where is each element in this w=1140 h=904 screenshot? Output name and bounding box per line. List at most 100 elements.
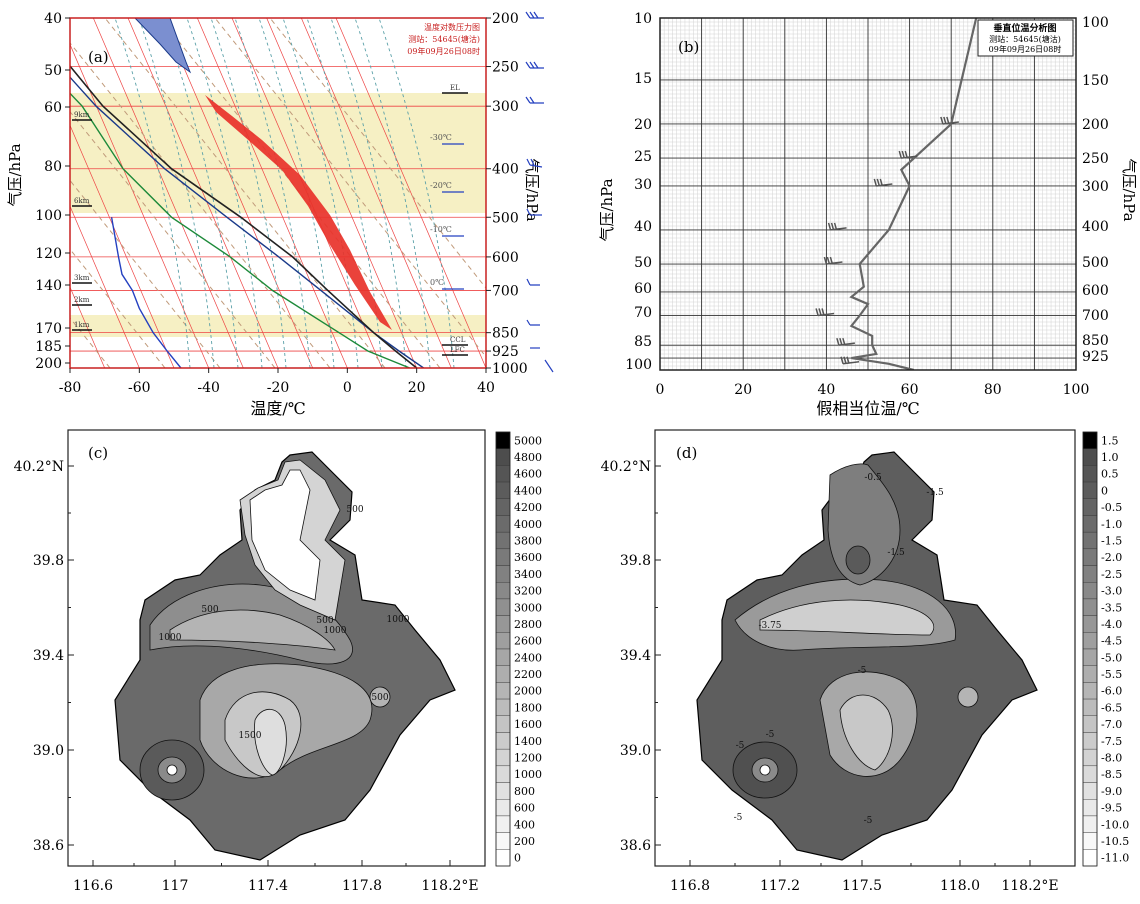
panel-b-theta-se: 0 20 40 60 80 100 10 15 20 25 30 40 50 60 70 85 100 100 15… — [598, 11, 1138, 418]
panel-b-wind-barb — [823, 256, 843, 265]
panel-a-level-mark-label: LFC — [450, 346, 465, 354]
panel-b-ytick-left-label: 50 — [634, 255, 652, 271]
panel-a-cape-area — [205, 95, 392, 330]
colorbar-label: -7.5 — [1101, 735, 1122, 748]
panel-b-ytick-right-label: 400 — [1082, 219, 1109, 235]
colorbar-swatch — [495, 465, 511, 483]
colorbar-swatch — [495, 548, 511, 566]
colorbar-label: 2600 — [514, 635, 542, 648]
panel-a-ytick-right-label: 300 — [492, 99, 519, 115]
panel-c-contour-label: 500 — [371, 693, 388, 703]
panel-a-isotherm — [335, 18, 486, 368]
colorbar-label: -2.0 — [1101, 551, 1122, 564]
panel-b-ytick-left-label: 15 — [634, 71, 652, 87]
panel-b-ytick-left-label: 10 — [634, 11, 652, 27]
panel-a-isotherm — [0, 18, 1, 368]
colorbar-label: 3800 — [514, 535, 542, 548]
panel-a-isotherm — [70, 124, 175, 368]
colorbar-label: -6.0 — [1101, 685, 1122, 698]
colorbar-swatch — [495, 815, 511, 833]
colorbar-swatch — [1082, 782, 1098, 800]
panel-a-ytick-right-label: 1000 — [492, 361, 528, 377]
panel-b-ytick-left-label: 60 — [634, 281, 652, 297]
colorbar-swatch — [1082, 582, 1098, 600]
colorbar-swatch — [1082, 598, 1098, 616]
panel-c-contour-label: 500 — [346, 505, 363, 515]
colorbar-swatch — [495, 648, 511, 666]
panel-b-wind-barb — [827, 222, 847, 231]
panel-d-contour-label: -1.5 — [887, 548, 905, 558]
colorbar-swatch — [1082, 765, 1098, 783]
panel-a-height-mark-label: 3km — [74, 274, 90, 282]
panel-b-ytick-right-label: 600 — [1082, 283, 1109, 299]
colorbar-label: 4600 — [514, 468, 542, 481]
panel-b-ytick-right-label: 100 — [1082, 15, 1109, 31]
colorbar-swatch — [495, 448, 511, 466]
colorbar-label: 1200 — [514, 752, 542, 765]
map-ytick-label: 39.4 — [620, 648, 651, 664]
panel-a-ytick-right-label: 200 — [492, 11, 519, 27]
panel-a-labels: -80 -60 -40 -20 0 20 40 40 50 60 80 100 120 140 170 185… — [35, 11, 527, 396]
map-xtick-label: 117.4 — [248, 878, 288, 894]
colorbar-label: 3600 — [514, 551, 542, 564]
panel-a-ytick-left-label: 140 — [35, 278, 62, 294]
panel-d-map: -0.5 -1.5 -1.5 -3.75 -5 -5 -5 -5 -5 (d) 116.8 117… — [601, 429, 1129, 894]
panel-a-ytick-left-label: 60 — [44, 100, 62, 116]
panel-c-contour-label: 500 — [316, 616, 333, 626]
panel-b-ylabel-right: 气压/hPa — [1120, 158, 1138, 221]
panel-a-ytick-left-label: 170 — [35, 321, 62, 337]
panel-a-height-mark-label: 9km — [74, 111, 90, 119]
panel-c-colorbar: 5000480046004400420040003800360034003200… — [495, 431, 542, 867]
panel-a-series-dewpoint — [70, 92, 410, 368]
panel-a-ytick-left-label: 100 — [35, 208, 62, 224]
panel-d-contour-label: -0.5 — [864, 473, 882, 483]
panel-b-series — [815, 18, 978, 370]
panel-a-dry-adiabat — [70, 179, 221, 368]
panel-a-ytick-left-label: 50 — [44, 63, 62, 79]
map-ytick-label: 39.0 — [33, 743, 64, 759]
panel-a-isotherm — [70, 43, 209, 368]
panel-a-isotherm — [93, 18, 244, 368]
colorbar-swatch — [495, 715, 511, 733]
colorbar-swatch — [1082, 732, 1098, 750]
colorbar-swatch — [495, 515, 511, 533]
panel-a-xtick-label: 40 — [477, 380, 495, 396]
panel-d-label: (d) — [676, 444, 697, 462]
map-xtick-label: 118.0 — [940, 878, 980, 894]
panel-a-dry-adiabat — [269, 18, 486, 289]
colorbar-label: 4200 — [514, 501, 542, 514]
panel-a-height-mark-label: 1km — [74, 321, 90, 329]
panel-b-ytick-right-label: 850 — [1082, 333, 1109, 349]
panel-a-isotherm — [162, 18, 313, 368]
colorbar-swatch — [495, 782, 511, 800]
panel-a-ytick-right-label: 925 — [492, 344, 519, 360]
colorbar-label: -4.0 — [1101, 618, 1122, 631]
map-xtick-label: 118.2°E — [421, 878, 478, 894]
colorbar-swatch — [495, 732, 511, 750]
map-ytick-label: 39.8 — [33, 553, 64, 569]
colorbar-swatch — [1082, 565, 1098, 583]
panel-a-xtick-label: -40 — [197, 380, 220, 396]
panel-b-ytick-right-label: 200 — [1082, 117, 1109, 133]
panel-a-isotherm — [70, 205, 140, 368]
panel-a-series-temperature — [70, 76, 424, 368]
panel-b-inset-line-3: 09年09月26日08时 — [989, 44, 1062, 54]
panel-a-cin-area — [134, 18, 192, 74]
panel-b-xtick-label: 60 — [901, 382, 919, 398]
map-xtick-label: 118.2°E — [1001, 878, 1058, 894]
panel-d-contour-label: -1.5 — [926, 488, 944, 498]
panel-a-xtick-label: -20 — [267, 380, 290, 396]
panel-a-isotherm — [301, 18, 452, 368]
panel-a-series — [70, 18, 424, 368]
map-xtick-label: 116.8 — [670, 878, 710, 894]
colorbar-label: 3400 — [514, 568, 542, 581]
colorbar-label: 1000 — [514, 768, 542, 781]
panel-b-ytick-left-label: 25 — [634, 149, 652, 165]
panel-b-xlabel: 假相当位温/℃ — [816, 399, 919, 418]
colorbar-label: -2.5 — [1101, 568, 1122, 581]
map-xtick-label: 116.6 — [73, 878, 113, 894]
panel-a-band-upper — [70, 93, 486, 213]
colorbar-label: -5.0 — [1101, 651, 1122, 664]
panel-a-ytick-right-label: 250 — [492, 60, 519, 76]
